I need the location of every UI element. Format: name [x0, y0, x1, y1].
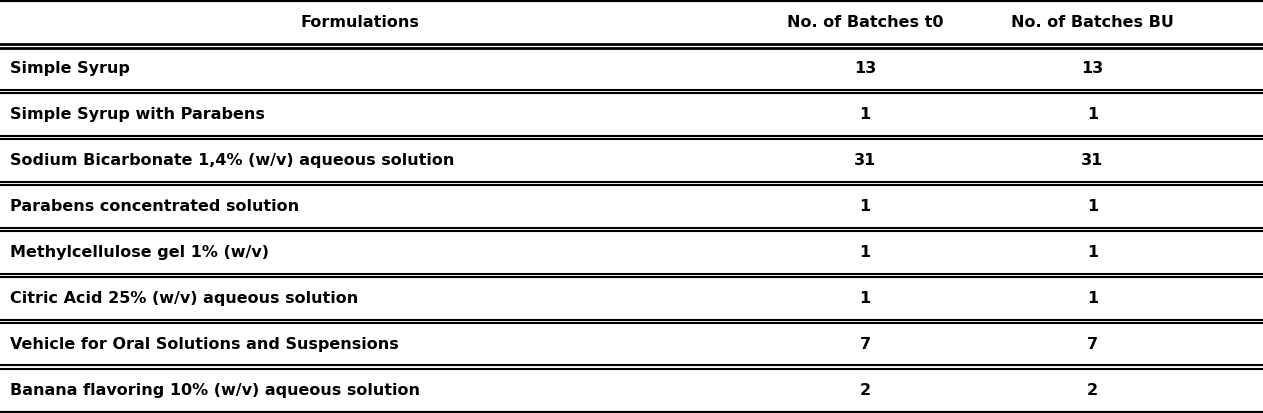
Text: 31: 31: [1081, 153, 1104, 168]
Text: 1: 1: [1087, 245, 1098, 260]
Text: 31: 31: [854, 153, 877, 168]
Text: 13: 13: [854, 62, 877, 76]
Text: 1: 1: [1087, 291, 1098, 306]
Text: 1: 1: [860, 245, 870, 260]
Text: Formulations: Formulations: [301, 15, 419, 31]
Text: 13: 13: [1081, 62, 1104, 76]
Text: 1: 1: [1087, 199, 1098, 214]
Text: Simple Syrup with Parabens: Simple Syrup with Parabens: [10, 107, 265, 122]
Text: Vehicle for Oral Solutions and Suspensions: Vehicle for Oral Solutions and Suspensio…: [10, 337, 399, 351]
Text: Simple Syrup: Simple Syrup: [10, 62, 130, 76]
Text: No. of Batches BU: No. of Batches BU: [1012, 15, 1173, 31]
Text: 1: 1: [1087, 107, 1098, 122]
Text: 2: 2: [1087, 382, 1098, 398]
Text: 7: 7: [1087, 337, 1098, 351]
Text: Banana flavoring 10% (w/v) aqueous solution: Banana flavoring 10% (w/v) aqueous solut…: [10, 382, 421, 398]
Text: 1: 1: [860, 107, 870, 122]
Text: No. of Batches t0: No. of Batches t0: [787, 15, 943, 31]
Text: Methylcellulose gel 1% (w/v): Methylcellulose gel 1% (w/v): [10, 245, 269, 260]
Text: Citric Acid 25% (w/v) aqueous solution: Citric Acid 25% (w/v) aqueous solution: [10, 291, 359, 306]
Text: 2: 2: [860, 382, 870, 398]
Text: 1: 1: [860, 291, 870, 306]
Text: Parabens concentrated solution: Parabens concentrated solution: [10, 199, 299, 214]
Text: Sodium Bicarbonate 1,4% (w/v) aqueous solution: Sodium Bicarbonate 1,4% (w/v) aqueous so…: [10, 153, 455, 168]
Text: 1: 1: [860, 199, 870, 214]
Text: 7: 7: [860, 337, 870, 351]
